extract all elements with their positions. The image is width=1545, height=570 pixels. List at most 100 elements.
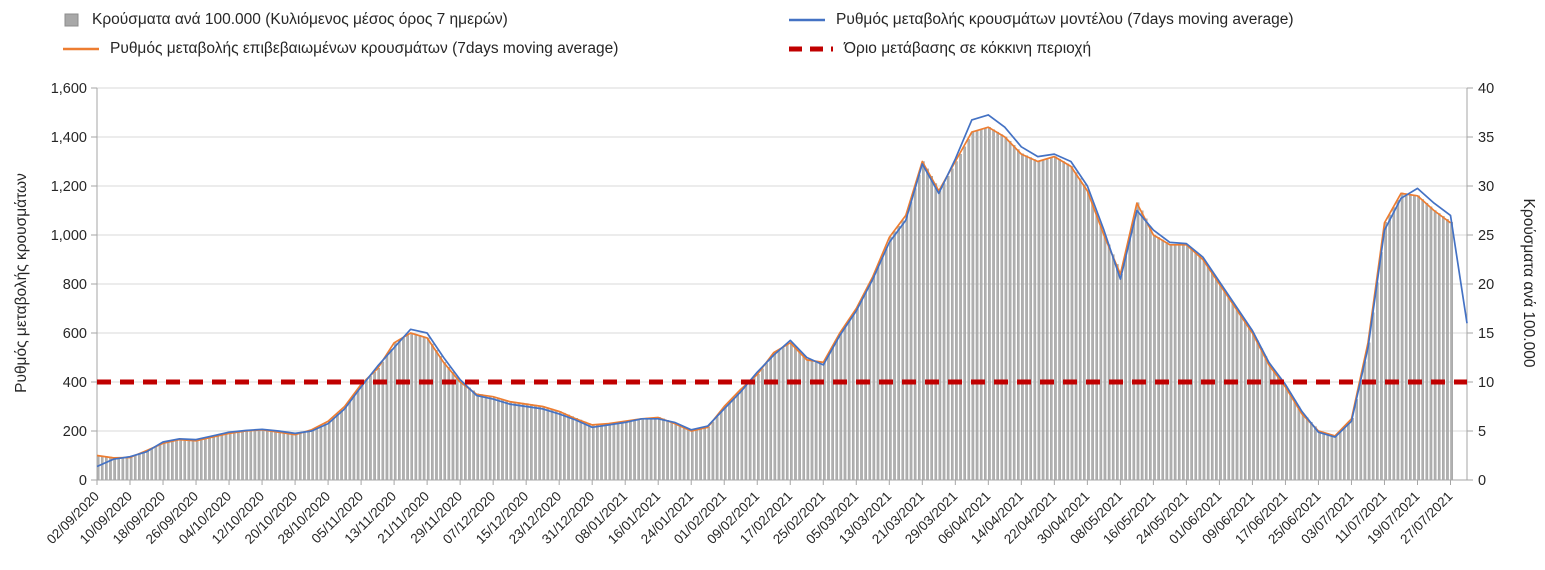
daily-cases-bar xyxy=(1157,237,1160,481)
daily-cases-bar xyxy=(410,332,414,481)
daily-cases-bar xyxy=(1078,178,1082,481)
bar-swatch-icon xyxy=(64,13,79,26)
left-axis-tick-label: 1,200 xyxy=(51,179,87,195)
daily-cases-bar xyxy=(600,423,603,481)
daily-cases-bar xyxy=(505,400,508,481)
daily-cases-bar xyxy=(909,201,913,481)
daily-cases-bar xyxy=(678,424,682,481)
left-axis-tick-label: 400 xyxy=(63,375,87,391)
daily-cases-bar xyxy=(950,168,954,481)
daily-cases-bar xyxy=(1409,194,1412,481)
daily-cases-bar xyxy=(967,139,971,481)
daily-cases-bar xyxy=(1384,222,1387,481)
daily-cases-bar xyxy=(1004,136,1008,481)
daily-cases-bar xyxy=(1198,255,1202,481)
daily-cases-bar xyxy=(1248,326,1251,481)
daily-cases-bar xyxy=(1297,406,1301,481)
daily-cases-bar xyxy=(224,433,228,481)
daily-cases-bar xyxy=(1099,223,1103,481)
daily-cases-bar xyxy=(880,256,884,481)
daily-cases-bar xyxy=(1132,220,1136,481)
daily-cases-bar xyxy=(901,220,905,481)
daily-cases-bar xyxy=(620,421,624,481)
daily-cases-bar xyxy=(633,419,636,481)
confirmed-rate-line xyxy=(96,126,1452,459)
daily-cases-bar xyxy=(171,441,174,481)
daily-cases-bar xyxy=(241,431,244,481)
daily-cases-bar xyxy=(839,332,843,481)
daily-cases-bar xyxy=(492,396,496,481)
daily-cases-bar xyxy=(781,347,785,481)
daily-cases-bar xyxy=(1210,271,1214,481)
daily-cases-bar xyxy=(1033,159,1037,481)
daily-cases-bar xyxy=(777,349,781,481)
daily-cases-bar xyxy=(105,456,108,481)
daily-cases-bar xyxy=(814,360,818,481)
daily-cases-bar xyxy=(847,320,851,481)
daily-cases-bar xyxy=(629,420,632,481)
daily-cases-bar xyxy=(1376,282,1379,481)
daily-cases-bar xyxy=(695,429,698,481)
legend-label-model-rate: Ρυθμός μεταβολής κρουσμάτων μοντέλου (7d… xyxy=(836,10,1294,28)
left-axis-tick-label: 1,600 xyxy=(51,81,87,97)
right-axis-tick-label: 10 xyxy=(1478,375,1494,391)
daily-cases-bar xyxy=(373,372,376,481)
daily-cases-bar xyxy=(1417,195,1420,481)
legend-item-red-threshold: Όριο μετάβασης σε κόκκινη περιοχή xyxy=(788,35,1294,62)
daily-cases-bar xyxy=(377,368,381,481)
daily-cases-bar xyxy=(1243,320,1247,481)
daily-cases-bar xyxy=(1421,199,1425,481)
daily-cases-bar xyxy=(666,420,669,481)
daily-cases-bar xyxy=(265,430,269,481)
daily-cases-bar xyxy=(1045,158,1049,481)
red-dashed-swatch-icon xyxy=(789,46,833,51)
daily-cases-bar xyxy=(988,127,991,481)
daily-cases-bar xyxy=(802,355,806,481)
daily-cases-bar xyxy=(1260,348,1264,481)
daily-cases-bar xyxy=(835,340,839,481)
daily-cases-bar xyxy=(975,130,979,481)
daily-cases-bar xyxy=(558,411,562,481)
daily-cases-bar xyxy=(1272,369,1276,481)
right-axis-tick-label: 15 xyxy=(1478,326,1494,342)
daily-cases-bar xyxy=(719,411,723,481)
daily-cases-bar xyxy=(938,190,942,481)
daily-cases-bar xyxy=(1281,381,1284,481)
legend-item-model-rate: Ρυθμός μεταβολής κρουσμάτων μοντέλου (7d… xyxy=(788,6,1294,33)
daily-cases-bar xyxy=(1116,264,1119,481)
daily-cases-bar xyxy=(435,349,438,481)
daily-cases-bar xyxy=(348,400,352,481)
daily-cases-bar xyxy=(637,418,640,481)
daily-cases-bar xyxy=(113,457,116,481)
daily-cases-bar xyxy=(616,421,620,481)
daily-cases-bar xyxy=(1305,417,1309,481)
daily-cases-bar xyxy=(757,373,760,481)
daily-cases-bar xyxy=(369,375,372,481)
daily-cases-bar xyxy=(1380,252,1383,481)
daily-cases-bar xyxy=(579,419,583,481)
legend-item-confirmed-rate: Ρυθμός μεταβολής επιβεβαιωμένων κρουσμάτ… xyxy=(62,35,788,62)
daily-cases-bar xyxy=(1190,248,1193,481)
daily-cases-bar xyxy=(1124,256,1127,481)
daily-cases-bar xyxy=(1103,234,1107,481)
daily-cases-bar xyxy=(728,401,731,481)
daily-cases-bar xyxy=(195,440,199,481)
daily-cases-bar xyxy=(930,175,933,481)
daily-cases-bar xyxy=(798,350,801,481)
left-axis-tick-label: 600 xyxy=(63,326,87,342)
daily-cases-bar xyxy=(154,446,158,481)
daily-cases-bar xyxy=(162,442,166,481)
daily-cases-bar xyxy=(1433,210,1437,481)
daily-cases-bar xyxy=(612,422,616,481)
daily-cases-bar xyxy=(1252,332,1255,481)
daily-cases-bar xyxy=(1285,386,1288,481)
daily-cases-bar xyxy=(645,417,649,481)
daily-cases-bar xyxy=(917,174,921,481)
daily-cases-bar xyxy=(455,376,459,481)
daily-cases-bar xyxy=(117,457,121,481)
left-axis-title: Ρυθμός μεταβολής κρουσμάτων xyxy=(13,173,30,393)
daily-cases-bar xyxy=(270,430,273,481)
daily-cases-bar xyxy=(992,129,995,481)
daily-cases-bar xyxy=(682,426,686,481)
daily-cases-bar xyxy=(286,433,290,481)
